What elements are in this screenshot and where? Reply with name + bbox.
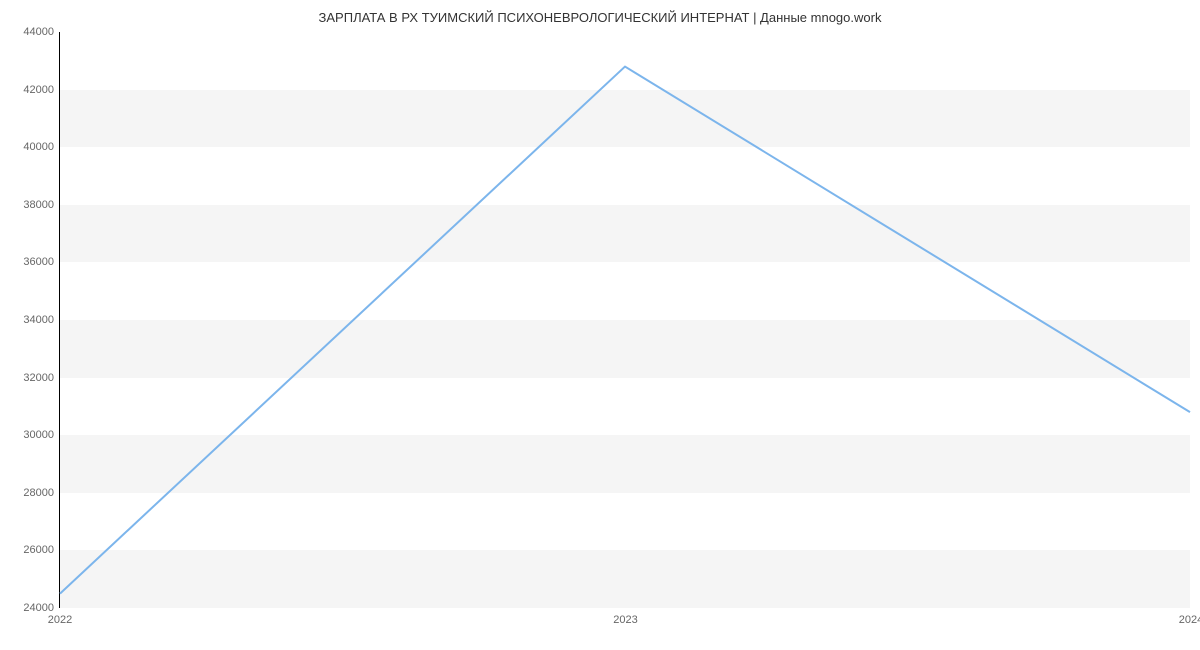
x-tick-label: 2022: [48, 614, 72, 626]
y-tick-label: 32000: [23, 372, 54, 384]
y-tick-label: 34000: [23, 314, 54, 326]
line-layer: [60, 32, 1190, 608]
x-tick-label: 2024: [1179, 614, 1200, 626]
y-tick-label: 40000: [23, 141, 54, 153]
plot-area: 2400026000280003000032000340003600038000…: [59, 32, 1190, 608]
y-tick-label: 28000: [23, 487, 54, 499]
y-tick-label: 44000: [23, 26, 54, 38]
series-line: [60, 67, 1190, 594]
y-tick-label: 42000: [23, 84, 54, 96]
y-tick-label: 38000: [23, 199, 54, 211]
chart-title: ЗАРПЛАТА В РХ ТУИМСКИЙ ПСИХОНЕВРОЛОГИЧЕС…: [0, 10, 1200, 25]
y-tick-label: 26000: [23, 544, 54, 556]
x-tick-label: 2023: [613, 614, 637, 626]
y-tick-label: 24000: [23, 602, 54, 614]
y-tick-label: 30000: [23, 429, 54, 441]
y-tick-label: 36000: [23, 256, 54, 268]
